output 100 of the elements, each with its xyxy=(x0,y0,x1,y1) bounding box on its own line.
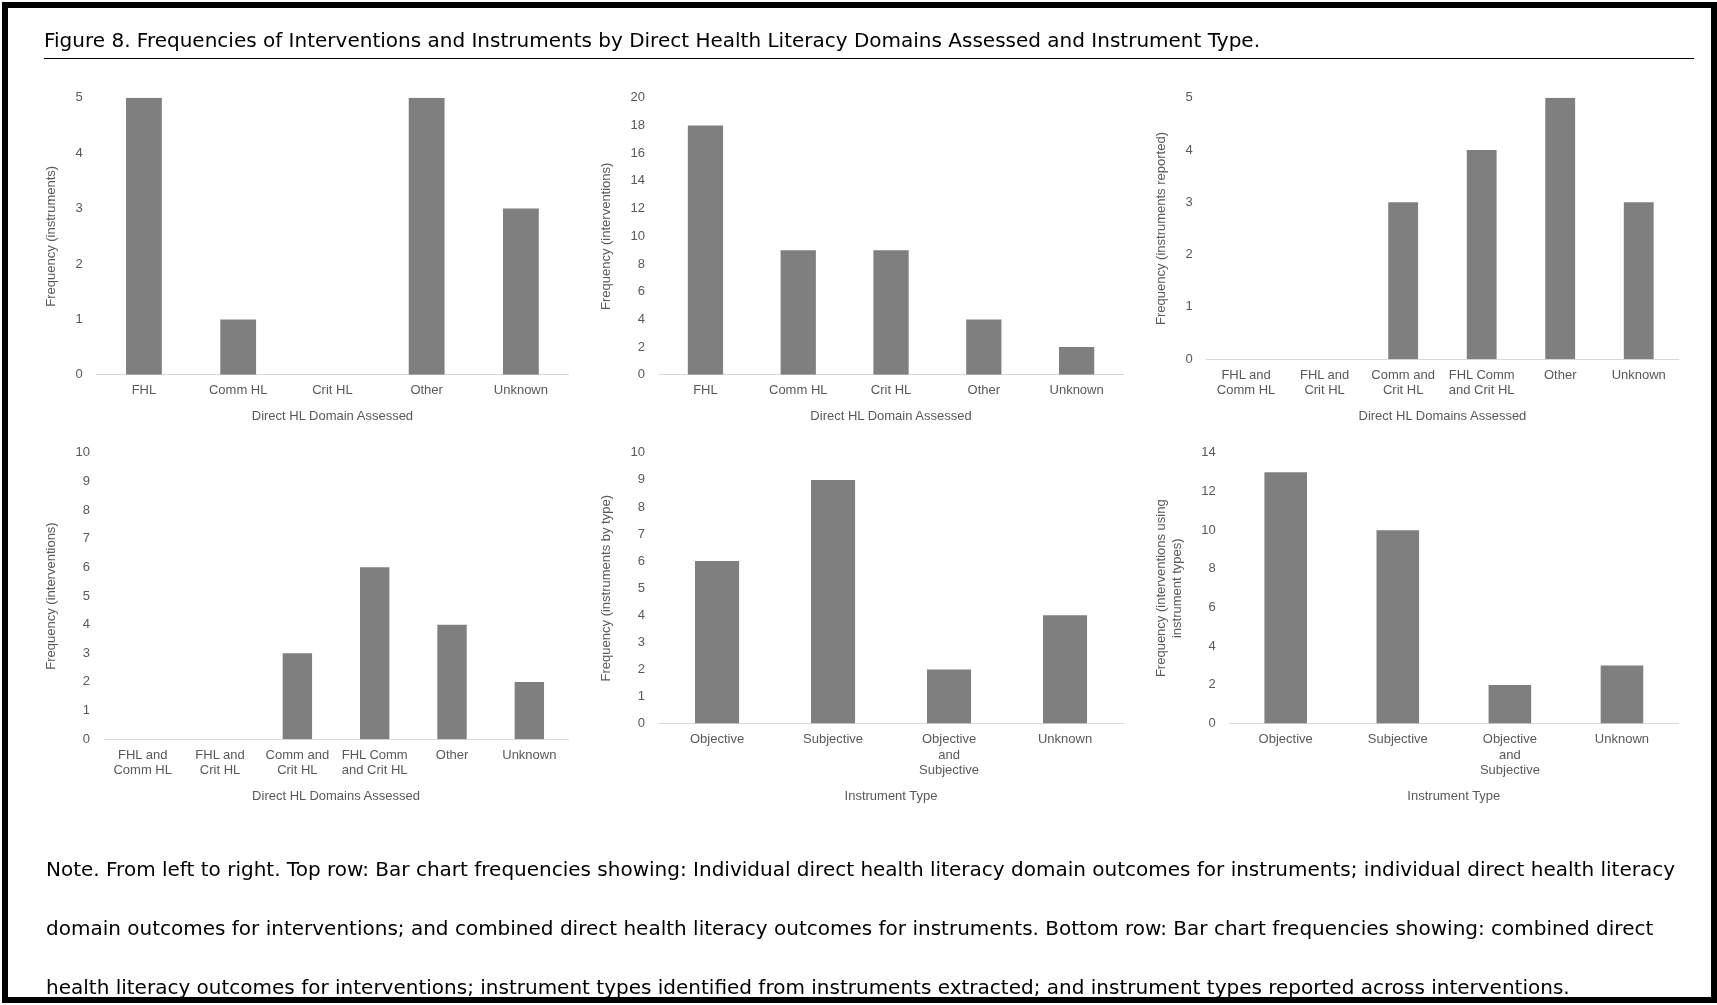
y-tick-label: 2 xyxy=(1208,676,1216,692)
y-tick-label: 2 xyxy=(637,338,646,354)
y-tick-label: 8 xyxy=(637,255,646,271)
x-tick-label: Objective xyxy=(1258,730,1313,746)
x-tick-label: Subjective xyxy=(803,730,864,746)
y-tick-label: 4 xyxy=(75,144,83,160)
bar xyxy=(1042,615,1088,724)
x-tick-label: Unknown xyxy=(1611,366,1666,382)
bar xyxy=(1264,472,1307,724)
y-tick-label: 8 xyxy=(82,501,91,517)
y-tick-label: 4 xyxy=(637,310,646,326)
y-tick-label: 1 xyxy=(1185,298,1193,314)
y-tick-label: 0 xyxy=(1185,350,1193,366)
bar xyxy=(437,624,467,740)
y-tick-label: 6 xyxy=(637,552,646,568)
x-tick-label: FHL xyxy=(693,382,718,398)
x-tick-label: Crit HL xyxy=(312,382,353,398)
y-tick-label: 0 xyxy=(82,730,91,746)
x-tick-label: Objective and Subjective xyxy=(919,730,980,778)
x-tick-label: FHL xyxy=(131,382,157,398)
bar xyxy=(126,97,162,375)
y-tick-label: 10 xyxy=(75,444,91,460)
text: Figure 8. Frequencies of Interventions and Instruments by Direct Health Literacy Domains Assessed and Instrument Type. xyxy=(44,28,1694,59)
y-tick-label: 3 xyxy=(637,633,646,649)
x-tick-label: Comm HL xyxy=(768,382,828,398)
x-axis-title: Direct HL Domains Assessed xyxy=(1358,407,1527,423)
y-axis-title: Frequency (interventions) xyxy=(598,162,614,310)
y-tick-label: 4 xyxy=(637,606,646,622)
x-tick-label: Subjective xyxy=(1367,730,1428,746)
y-tick-label: 6 xyxy=(82,558,91,574)
y-tick-label: 4 xyxy=(82,616,91,632)
bar xyxy=(220,319,257,375)
y-tick-label: 0 xyxy=(637,715,646,731)
x-tick-label: Other xyxy=(967,382,1001,398)
y-tick-label: 3 xyxy=(82,644,91,660)
x-tick-label: Comm and Crit HL xyxy=(265,746,330,778)
y-tick-label: 1 xyxy=(637,688,646,704)
x-tick-label: FHL Comm and Crit HL xyxy=(1448,366,1515,398)
x-tick-label: Objective and Subjective xyxy=(1479,730,1540,778)
x-tick-label: Comm and Crit HL xyxy=(1371,366,1435,398)
bar xyxy=(1466,150,1497,360)
bar xyxy=(502,208,539,375)
bar xyxy=(873,250,909,375)
y-axis-title: Frequency (instruments) xyxy=(43,165,59,307)
bar xyxy=(926,669,972,724)
y-tick-label: 1 xyxy=(75,310,83,326)
x-tick-label: Objective xyxy=(689,730,745,746)
x-tick-label: Unknown xyxy=(502,746,557,762)
x-tick-label: FHL and Crit HL xyxy=(195,746,245,778)
y-tick-label: 5 xyxy=(637,579,646,595)
y-tick-label: 8 xyxy=(637,498,646,514)
x-axis-title: Instrument Type xyxy=(844,787,938,803)
y-tick-label: 14 xyxy=(630,172,646,188)
bar xyxy=(687,125,724,375)
x-tick-label: Comm HL xyxy=(208,382,268,398)
y-axis-title: Frequency (interventions using instrument types) xyxy=(1153,499,1184,678)
y-tick-label: 0 xyxy=(1208,715,1216,731)
y-tick-label: 6 xyxy=(1208,599,1216,615)
y-tick-label: 18 xyxy=(630,117,646,133)
bar xyxy=(1488,684,1532,724)
x-tick-label: Unknown xyxy=(1037,730,1093,746)
bar xyxy=(360,567,390,740)
bar xyxy=(514,681,545,740)
bar xyxy=(695,561,740,724)
x-tick-label: FHL and Comm HL xyxy=(113,746,172,778)
bar xyxy=(1545,97,1576,360)
x-axis-title: Direct HL Domain Assessed xyxy=(810,407,972,423)
y-tick-label: 2 xyxy=(1185,246,1193,262)
x-axis-title: Direct HL Domains Assessed xyxy=(252,787,420,803)
x-tick-label: Other xyxy=(1543,366,1578,382)
x-tick-label: Other xyxy=(410,382,444,398)
y-tick-label: 20 xyxy=(630,89,646,105)
y-tick-label: 9 xyxy=(637,471,646,487)
bar xyxy=(811,479,856,724)
y-axis-title: Frequency (instruments by type) xyxy=(598,495,614,682)
y-tick-label: 2 xyxy=(82,673,91,689)
bar xyxy=(780,250,816,375)
x-tick-label: Unknown xyxy=(1049,382,1104,398)
y-tick-label: 5 xyxy=(75,89,83,105)
text: Note. From left to right. Top row: Bar chart frequencies showing: Individual direct health literacy domain outcomes for instruments; individual direct health literacy domain outcomes for interventions; and combined direct health literacy outcomes for instruments. Bottom row: Bar chart frequencies showing: combined direct health literacy outcomes for interventions; instrument types identified from instruments extracted; and instrument types reported across interventions. xyxy=(46,857,1676,999)
y-tick-label: 8 xyxy=(1208,560,1216,576)
bar xyxy=(966,319,1002,375)
bar xyxy=(282,653,313,740)
y-tick-label: 1 xyxy=(82,702,91,718)
y-tick-label: 2 xyxy=(75,255,83,271)
x-tick-label: FHL and Comm HL xyxy=(1216,366,1276,398)
bar xyxy=(1376,530,1420,724)
y-tick-label: 5 xyxy=(82,587,91,603)
x-tick-label: FHL and Crit HL xyxy=(1299,366,1350,398)
y-tick-label: 14 xyxy=(1201,444,1216,460)
bar xyxy=(1388,202,1419,360)
bar xyxy=(1058,347,1095,375)
y-tick-label: 16 xyxy=(630,144,646,160)
bar xyxy=(1623,202,1654,360)
y-tick-label: 5 xyxy=(1185,89,1193,105)
y-tick-label: 6 xyxy=(637,283,646,299)
y-tick-label: 3 xyxy=(75,200,83,216)
x-tick-label: FHL Comm and Crit HL xyxy=(341,746,408,778)
y-tick-label: 0 xyxy=(637,366,646,382)
bar xyxy=(1600,665,1644,724)
